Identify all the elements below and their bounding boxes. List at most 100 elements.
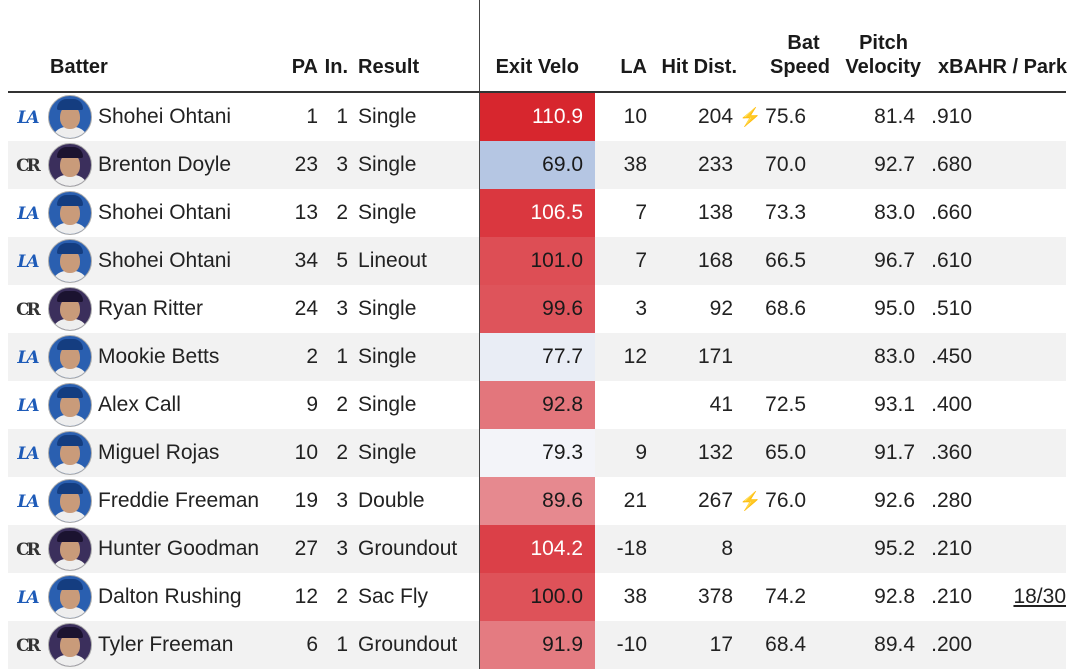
inning-value: 2 [318,429,349,477]
hr-park-link[interactable]: 18/30 [1013,585,1067,608]
bat-speed-value: 70.0 [765,153,807,176]
exit-velo-value: 91.9 [478,621,596,669]
result-value: Single [358,297,417,320]
batter-name[interactable]: Miguel Rojas [94,429,271,477]
hr-park-cell [978,92,1066,141]
exit-velo-value: 100.0 [478,573,596,621]
bat-speed-column-header[interactable]: Bat Speed [737,0,831,93]
player-avatar-cell [46,429,94,477]
pitch-velocity-value: 93.1 [874,393,916,416]
xba-value: .450 [921,333,979,381]
batter-column-header[interactable]: Batter [46,0,271,93]
exit-velo-value: 101.0 [478,237,596,285]
rockies-logo-icon: CR [16,156,41,176]
hit-dist-value: 267 [697,489,734,512]
table-row[interactable]: LA Mookie Betts 2 1 Single 77.7 12 171 83.0.450 [8,333,1067,381]
team-logo-cell: LA [8,477,46,525]
inning-value: 1 [336,105,349,128]
la-column-header[interactable]: LA [595,0,648,93]
player-avatar-cell [46,621,94,669]
table-row[interactable]: CR Brenton Doyle 23 3 Single 69.0 38 233 70.0 92.… [8,141,1067,189]
batter-name[interactable]: Shohei Ohtani [94,237,271,285]
batter-name[interactable]: Shohei Ohtani [98,201,232,224]
table-row[interactable]: LA Shohei Ohtani 1 1 Single 110.9 10 204 ⚡ 75.6 8… [8,92,1066,141]
hr-park-cell [978,525,1067,573]
inning-value: 1 [318,621,349,669]
pa-value: 9 [306,393,319,416]
xba-column-header[interactable]: xBA [921,0,979,93]
hr-park-column-header[interactable]: HR / Park [978,0,1067,93]
batter-name[interactable]: Dalton Rushing [98,585,242,608]
inning-value: 3 [336,489,349,512]
la-value [595,381,647,429]
exit-velo-column-header[interactable]: Exit Velo [478,0,596,93]
pitch-velocity-value: 89.4 [830,621,922,669]
dodgers-logo-icon: LA [17,588,39,608]
hr-park-cell[interactable]: 18/30 [978,573,1066,621]
table-row[interactable]: LA Miguel Rojas 10 2 Single 79.3 9 132 65.0 91.7.… [8,429,1067,477]
batter-name[interactable]: Freddie Freeman [98,489,260,512]
table-row[interactable]: CR Tyler Freeman 6 1 Groundout 91.9 -10 17 68.4 8… [8,621,1067,669]
result-value: Sac Fly [358,585,429,608]
batter-name[interactable]: Brenton Doyle [94,141,271,189]
inning-column-header[interactable]: In. [318,0,349,93]
batter-name[interactable]: Tyler Freeman [94,621,271,669]
la-value: 9 [595,429,648,477]
batter-name[interactable]: Shohei Ohtani [98,105,232,128]
hr-park-cell [978,429,1067,477]
team-logo-cell: LA [8,429,46,477]
team-logo-cell: LA [8,573,46,621]
player-avatar-cell [46,285,94,333]
pitch-velocity-column-header[interactable]: Pitch Velocity [830,0,922,93]
dodgers-logo-icon: LA [17,444,39,464]
pa-column-header[interactable]: PA [270,0,319,93]
avatar [48,527,92,571]
result-column-header[interactable]: Result [348,0,480,93]
result-value: Single [348,333,480,381]
dodgers-logo-icon: LA [17,396,39,416]
exit-velo-value: 79.3 [478,429,596,477]
table-row[interactable]: LA Dalton Rushing 12 2 Sac Fly 100.0 38 378 74.2… [8,573,1066,621]
inning-value: 3 [318,525,349,573]
exit-velo-value: 92.8 [478,381,596,429]
avatar [48,335,92,379]
exit-velo-value: 106.5 [478,189,596,237]
table-row[interactable]: LA Alex Call 9 2 Single 92.8 41 72.5 93.1 .400 [8,381,1066,429]
team-logo-cell: LA [8,92,46,141]
hit-dist-value: 171 [647,333,738,381]
bat-speed-value: 68.4 [765,633,807,656]
xba-value: .200 [921,621,979,669]
batter-name[interactable]: Hunter Goodman [94,525,271,573]
table-row[interactable]: CR Hunter Goodman 27 3 Groundout 104.2 -18 8 95.… [8,525,1067,573]
hr-park-cell [978,285,1066,333]
pitch-velocity-value: 95.0 [874,297,916,320]
team-logo-cell: CR [8,525,46,573]
pitch-velocity-value: 96.7 [830,237,922,285]
dodgers-logo-icon: LA [17,108,39,128]
rockies-logo-icon: CR [16,636,41,656]
pitch-velocity-value: 91.7 [830,429,922,477]
table-row[interactable]: LA Shohei Ohtani 34 5 Lineout 101.0 7 168 66.5 96… [8,237,1067,285]
batter-name[interactable]: Alex Call [98,393,181,416]
batter-name[interactable]: Ryan Ritter [98,297,204,320]
bat-speed-value: 68.6 [765,297,807,320]
table-row[interactable]: LA Freddie Freeman 19 3 Double 89.6 21 267 ⚡ 76.… [8,477,1066,525]
pitch-velocity-value: 92.8 [874,585,916,608]
batter-name[interactable]: Mookie Betts [94,333,271,381]
inning-value: 2 [336,201,349,224]
hit-dist-value: 204 [697,105,734,128]
rockies-logo-icon: CR [16,300,41,320]
player-avatar-cell [46,333,94,381]
hr-park-cell [978,237,1067,285]
hit-dist-column-header[interactable]: Hit Dist. [647,0,738,93]
table-row[interactable]: LA Shohei Ohtani 13 2 Single 106.5 7 138 73.3 83.… [8,189,1066,237]
bat-speed-value: 72.5 [765,393,807,416]
table-row[interactable]: CR Ryan Ritter 24 3 Single 99.6 3 92 68.6 95.0 .51… [8,285,1066,333]
pa-value: 19 [294,489,319,512]
xba-value: .610 [921,237,979,285]
result-value: Single [348,141,480,189]
result-value: Single [348,429,480,477]
hit-dist-value: 233 [647,141,738,189]
player-avatar-cell [46,237,94,285]
exit-velo-value: 110.9 [478,92,596,141]
